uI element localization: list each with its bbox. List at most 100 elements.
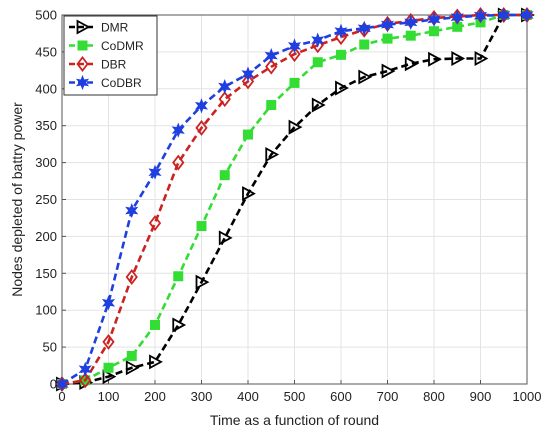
data-point-codbr <box>125 202 139 219</box>
data-point-codmr <box>103 362 114 373</box>
legend-item-dmr: DMR <box>69 19 129 35</box>
data-point-dbr <box>148 215 162 232</box>
legend-marker <box>75 74 90 91</box>
data-point-dbr <box>195 119 208 136</box>
data-point-codmr <box>289 77 300 88</box>
y-tick-label: 0 <box>50 377 57 392</box>
data-point-codmr <box>173 271 184 282</box>
data-point-dmr <box>335 80 349 96</box>
data-point-dbr <box>241 73 255 90</box>
series-line-dmr <box>61 13 527 386</box>
legend-marker <box>76 19 91 35</box>
data-point-dmr <box>218 230 233 246</box>
series-layer <box>55 7 535 392</box>
y-tick-label: 100 <box>35 303 57 318</box>
data-point-codmr <box>150 319 160 330</box>
data-point-dbr <box>334 29 348 46</box>
data-point-codbr <box>241 66 255 82</box>
data-point-dbr <box>102 333 115 350</box>
x-tick-label: 700 <box>377 389 399 404</box>
data-point-codbr <box>101 295 116 311</box>
data-point-dbr <box>79 372 92 389</box>
data-point-codbr <box>520 7 534 23</box>
data-point-dmr <box>358 69 373 85</box>
data-point-codbr <box>497 7 511 23</box>
x-tick-label: 900 <box>470 389 492 404</box>
x-tick-label: 400 <box>237 389 259 404</box>
legend-label: CoDBR <box>101 76 142 90</box>
data-point-dmr <box>195 274 210 290</box>
x-tick-label: 800 <box>423 389 445 404</box>
y-axis-label: Nodes depleted of battry power <box>9 102 25 297</box>
data-point-dbr <box>288 46 301 63</box>
x-tick-label: 600 <box>330 389 352 404</box>
data-point-codbr <box>334 23 348 39</box>
y-tick-label: 400 <box>35 81 57 96</box>
y-tick-label: 300 <box>35 155 57 170</box>
data-point-codbr <box>380 16 395 33</box>
x-tick-label: 300 <box>191 389 213 404</box>
data-point-codmr <box>266 100 277 111</box>
data-point-codbr <box>78 361 92 377</box>
data-point-codmr <box>196 221 207 232</box>
data-point-dbr <box>172 154 185 171</box>
data-point-dmr <box>172 317 187 333</box>
x-tick-label: 100 <box>98 389 120 404</box>
data-point-codmr <box>429 26 439 37</box>
data-point-codbr <box>218 78 232 95</box>
data-point-codmr <box>312 57 323 68</box>
data-point-codbr <box>404 14 418 30</box>
data-point-codbr <box>194 98 209 114</box>
data-point-dmr <box>288 119 303 135</box>
data-point-codbr <box>55 376 69 392</box>
legend-marker <box>76 56 89 72</box>
data-point-codbr <box>357 20 371 36</box>
legend-label: DBR <box>101 58 127 72</box>
data-point-codbr <box>264 47 278 64</box>
legend-label: CoDMR <box>101 39 144 53</box>
tick-layer: 0 100 200 300 400 500 600 700 800 900 1000 0 50 100 15… <box>35 8 541 405</box>
data-point-codmr <box>126 350 137 361</box>
data-point-dmr <box>102 369 117 385</box>
data-point-dmr <box>451 51 466 67</box>
data-point-dbr <box>265 58 278 75</box>
legend-item-codbr: CoDBR <box>69 74 142 91</box>
data-point-dmr <box>242 186 256 202</box>
data-point-dbr <box>218 91 231 108</box>
data-point-codbr <box>171 122 185 138</box>
x-tick-label: 500 <box>284 389 306 404</box>
series-codbr <box>55 7 534 392</box>
data-point-codmr <box>336 49 346 60</box>
y-tick-label: 450 <box>35 44 57 59</box>
legend-marker <box>77 40 88 51</box>
data-point-dmr <box>474 51 489 67</box>
y-tick-label: 200 <box>35 229 57 244</box>
data-point-dmr <box>428 51 442 67</box>
data-point-codmr <box>243 129 253 140</box>
data-point-codmr <box>219 170 230 181</box>
y-tick-label: 50 <box>43 340 57 355</box>
x-tick-label: 0 <box>58 389 65 404</box>
data-point-codbr <box>311 32 325 48</box>
y-tick-label: 350 <box>35 118 57 133</box>
data-point-codmr <box>405 30 416 41</box>
data-point-codbr <box>450 9 464 25</box>
data-point-dmr <box>311 97 326 113</box>
data-point-dbr <box>125 269 138 285</box>
x-tick-label: 200 <box>144 389 166 404</box>
y-tick-label: 500 <box>35 8 57 23</box>
legend-item-dbr: DBR <box>69 56 127 72</box>
data-point-codbr <box>287 38 302 54</box>
legend-label: DMR <box>101 21 129 35</box>
data-point-dmr <box>265 146 280 162</box>
data-point-codmr <box>382 33 393 44</box>
legend-item-codmr: CoDMR <box>69 39 144 53</box>
data-point-dmr <box>381 63 396 79</box>
y-tick-label: 250 <box>35 192 57 207</box>
data-point-codmr <box>359 39 370 50</box>
y-tick-label: 150 <box>35 266 57 281</box>
data-point-dmr <box>404 56 419 72</box>
data-point-codbr <box>427 11 441 28</box>
